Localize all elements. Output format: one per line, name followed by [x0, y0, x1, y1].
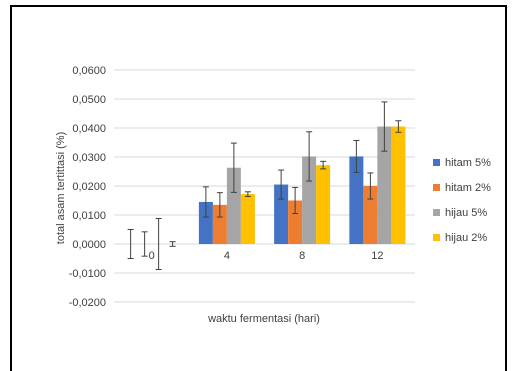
- legend-swatch: [433, 159, 440, 166]
- bar: [226, 167, 241, 244]
- x-tick-label: 4: [224, 250, 230, 262]
- legend-swatch: [433, 234, 440, 241]
- bar: [212, 204, 227, 244]
- bar: [377, 126, 392, 244]
- legend-label: hijau 5%: [445, 207, 487, 219]
- y-tick-labels: -0,0200 -0,0100 0,0000 0,0100 0,0200 0,0300 0,…: [69, 65, 106, 309]
- x-tick-labels: 0 4 8 12: [149, 250, 384, 262]
- bar: [302, 156, 317, 244]
- bar: [288, 200, 303, 244]
- y-tick-label: 0,0600: [72, 65, 106, 77]
- bar: [198, 201, 213, 244]
- y-tick-label: -0,0200: [69, 297, 106, 309]
- y-tick-label: 0,0300: [72, 152, 106, 164]
- legend-label: hijau 2%: [445, 232, 487, 244]
- chart-frame: [10, 5, 507, 371]
- legend-label: hitam 5%: [445, 157, 491, 169]
- x-tick-label: 8: [299, 250, 305, 262]
- bar: [316, 165, 331, 244]
- y-axis-title: total asam tertittasi (%): [55, 132, 67, 244]
- error-bars: [127, 101, 402, 271]
- x-axis-title: waktu fermentasi (hari): [207, 313, 320, 325]
- bar: [391, 126, 406, 244]
- legend: hitam 5% hitam 2% hijau 5% hijau 2%: [433, 157, 491, 244]
- x-tick-label: 0: [149, 250, 155, 262]
- y-tick-label: 0,0400: [72, 123, 106, 135]
- gridlines: [114, 69, 415, 303]
- y-tick-label: 0,0200: [72, 181, 106, 193]
- legend-swatch: [433, 209, 440, 216]
- legend-label: hitam 2%: [445, 182, 491, 194]
- bar: [363, 186, 378, 244]
- bar: [349, 156, 364, 244]
- legend-swatch: [433, 184, 440, 191]
- bars: [198, 126, 406, 244]
- y-tick-label: -0,0100: [69, 268, 106, 280]
- x-tick-label: 12: [371, 250, 383, 262]
- bar: [274, 184, 289, 244]
- y-tick-label: 0,0000: [72, 239, 106, 251]
- y-tick-label: 0,0500: [72, 94, 106, 106]
- y-tick-label: 0,0100: [72, 210, 106, 222]
- bar: [240, 194, 255, 244]
